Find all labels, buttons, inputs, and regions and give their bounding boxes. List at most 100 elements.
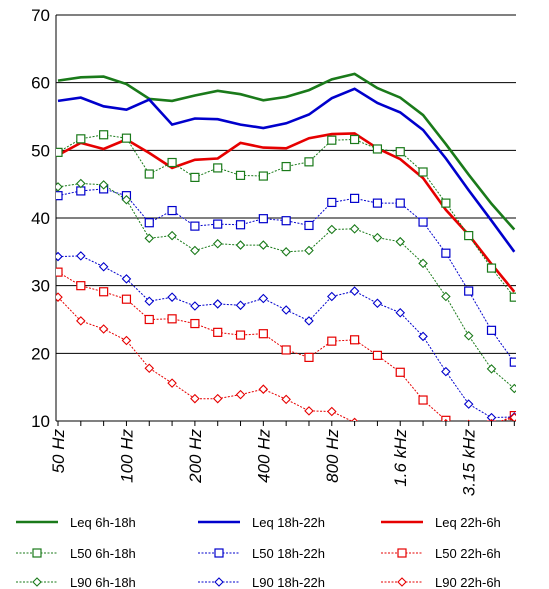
series-line — [57, 182, 515, 389]
data-point — [418, 331, 428, 342]
data-point — [258, 214, 268, 224]
data-point — [98, 180, 109, 190]
data-point — [98, 324, 109, 334]
data-point — [372, 144, 383, 154]
y-tick-label: 30 — [31, 277, 50, 296]
legend-entry: L90 6h-18h — [16, 575, 136, 589]
data-point — [144, 296, 155, 307]
data-point — [463, 330, 474, 341]
data-point — [486, 364, 497, 374]
data-point — [304, 406, 314, 416]
x-axis-ticks: 50 Hz 100 Hz 200 Hz 400 Hz 800 Hz 1.6 kHz 3.15… — [49, 429, 479, 497]
data-point — [190, 221, 200, 231]
data-point — [213, 327, 223, 337]
data-point — [56, 251, 63, 262]
data-point — [144, 169, 154, 179]
legend-entry: Leq 6h-18h — [16, 515, 136, 530]
data-point — [395, 147, 405, 157]
y-tick-label: 10 — [31, 412, 50, 431]
data-point — [395, 367, 405, 377]
data-point — [304, 316, 314, 326]
data-point — [258, 293, 269, 304]
data-point — [349, 286, 360, 296]
data-point — [441, 198, 451, 208]
data-point — [235, 330, 246, 340]
data-point — [76, 178, 86, 189]
series-leq-6h-18h — [57, 72, 516, 231]
data-point — [167, 230, 177, 241]
data-point — [76, 281, 86, 291]
data-point — [121, 194, 132, 205]
plot-area — [55, 15, 516, 426]
data-point — [509, 412, 516, 421]
data-point — [190, 393, 200, 404]
data-point — [121, 133, 132, 143]
series-leq-22h-6h — [57, 132, 516, 293]
legend-entry: Leq 22h-6h — [381, 515, 501, 530]
data-point — [281, 216, 291, 226]
data-point — [486, 325, 497, 335]
series-l50-6h-18h — [56, 130, 516, 302]
data-point — [397, 577, 407, 587]
y-tick-label: 70 — [31, 6, 50, 25]
data-point — [212, 238, 223, 249]
legend-label: Leq 18h-22h — [252, 515, 325, 530]
data-point — [372, 198, 383, 208]
series-layer — [56, 72, 516, 421]
data-point — [167, 292, 177, 302]
data-point — [121, 294, 132, 304]
data-point — [99, 130, 109, 140]
data-point — [418, 217, 428, 227]
data-point — [327, 197, 337, 208]
data-point — [235, 220, 246, 230]
x-tick-label: 200 Hz — [186, 429, 205, 484]
legend-label: L90 6h-18h — [70, 575, 136, 589]
x-tick-label: 3.15 kHz — [460, 429, 479, 497]
data-point — [56, 147, 63, 157]
data-point — [397, 548, 407, 558]
data-point — [190, 301, 200, 311]
data-point — [121, 274, 132, 284]
data-point — [372, 298, 383, 309]
legend-entry: L50 22h-6h — [381, 546, 501, 561]
x-tick-label: 400 Hz — [254, 429, 273, 483]
legend-label: L50 6h-18h — [70, 546, 136, 561]
data-point — [98, 261, 109, 272]
series-l90-22h-6h — [56, 292, 516, 421]
data-point — [304, 245, 314, 256]
data-point — [463, 399, 474, 409]
data-point — [213, 163, 223, 173]
data-point — [167, 157, 177, 168]
data-point — [395, 236, 406, 247]
legend-label: L90 22h-6h — [435, 575, 501, 589]
gridlines — [56, 14, 516, 422]
data-point — [351, 417, 359, 421]
data-point — [464, 286, 474, 296]
data-point — [213, 219, 223, 229]
y-tick-label: 60 — [31, 74, 50, 93]
data-point — [56, 182, 63, 192]
data-point — [327, 406, 337, 417]
series-l90-18h-22h — [56, 251, 516, 421]
data-point — [281, 247, 291, 257]
data-point — [212, 393, 223, 404]
data-point — [281, 394, 291, 405]
data-point — [327, 291, 337, 302]
y-tick-label: 20 — [31, 344, 50, 363]
series-line — [57, 72, 516, 231]
data-point — [258, 329, 268, 339]
data-point — [489, 418, 494, 421]
data-point — [441, 248, 451, 258]
data-point — [304, 157, 314, 167]
data-point — [235, 240, 246, 250]
data-point — [350, 134, 360, 145]
data-point — [441, 366, 451, 377]
series-l50-22h-6h — [56, 267, 516, 421]
data-point — [56, 292, 63, 302]
data-point — [144, 233, 155, 244]
data-point — [418, 167, 428, 177]
legend-entry: L50 18h-22h — [198, 546, 325, 561]
data-point — [214, 577, 224, 587]
series-leq-18h-22h — [57, 87, 516, 253]
data-point — [509, 292, 516, 302]
